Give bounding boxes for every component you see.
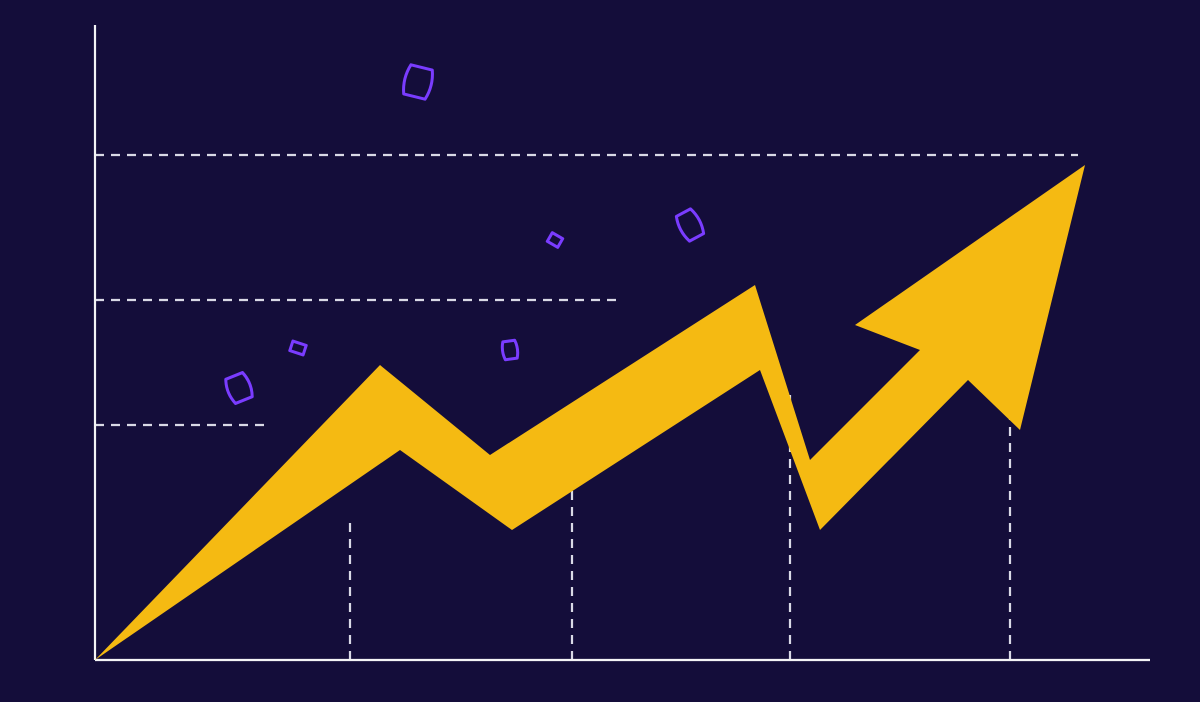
growth-chart-illustration: [0, 0, 1200, 702]
chart-svg: [0, 0, 1200, 702]
